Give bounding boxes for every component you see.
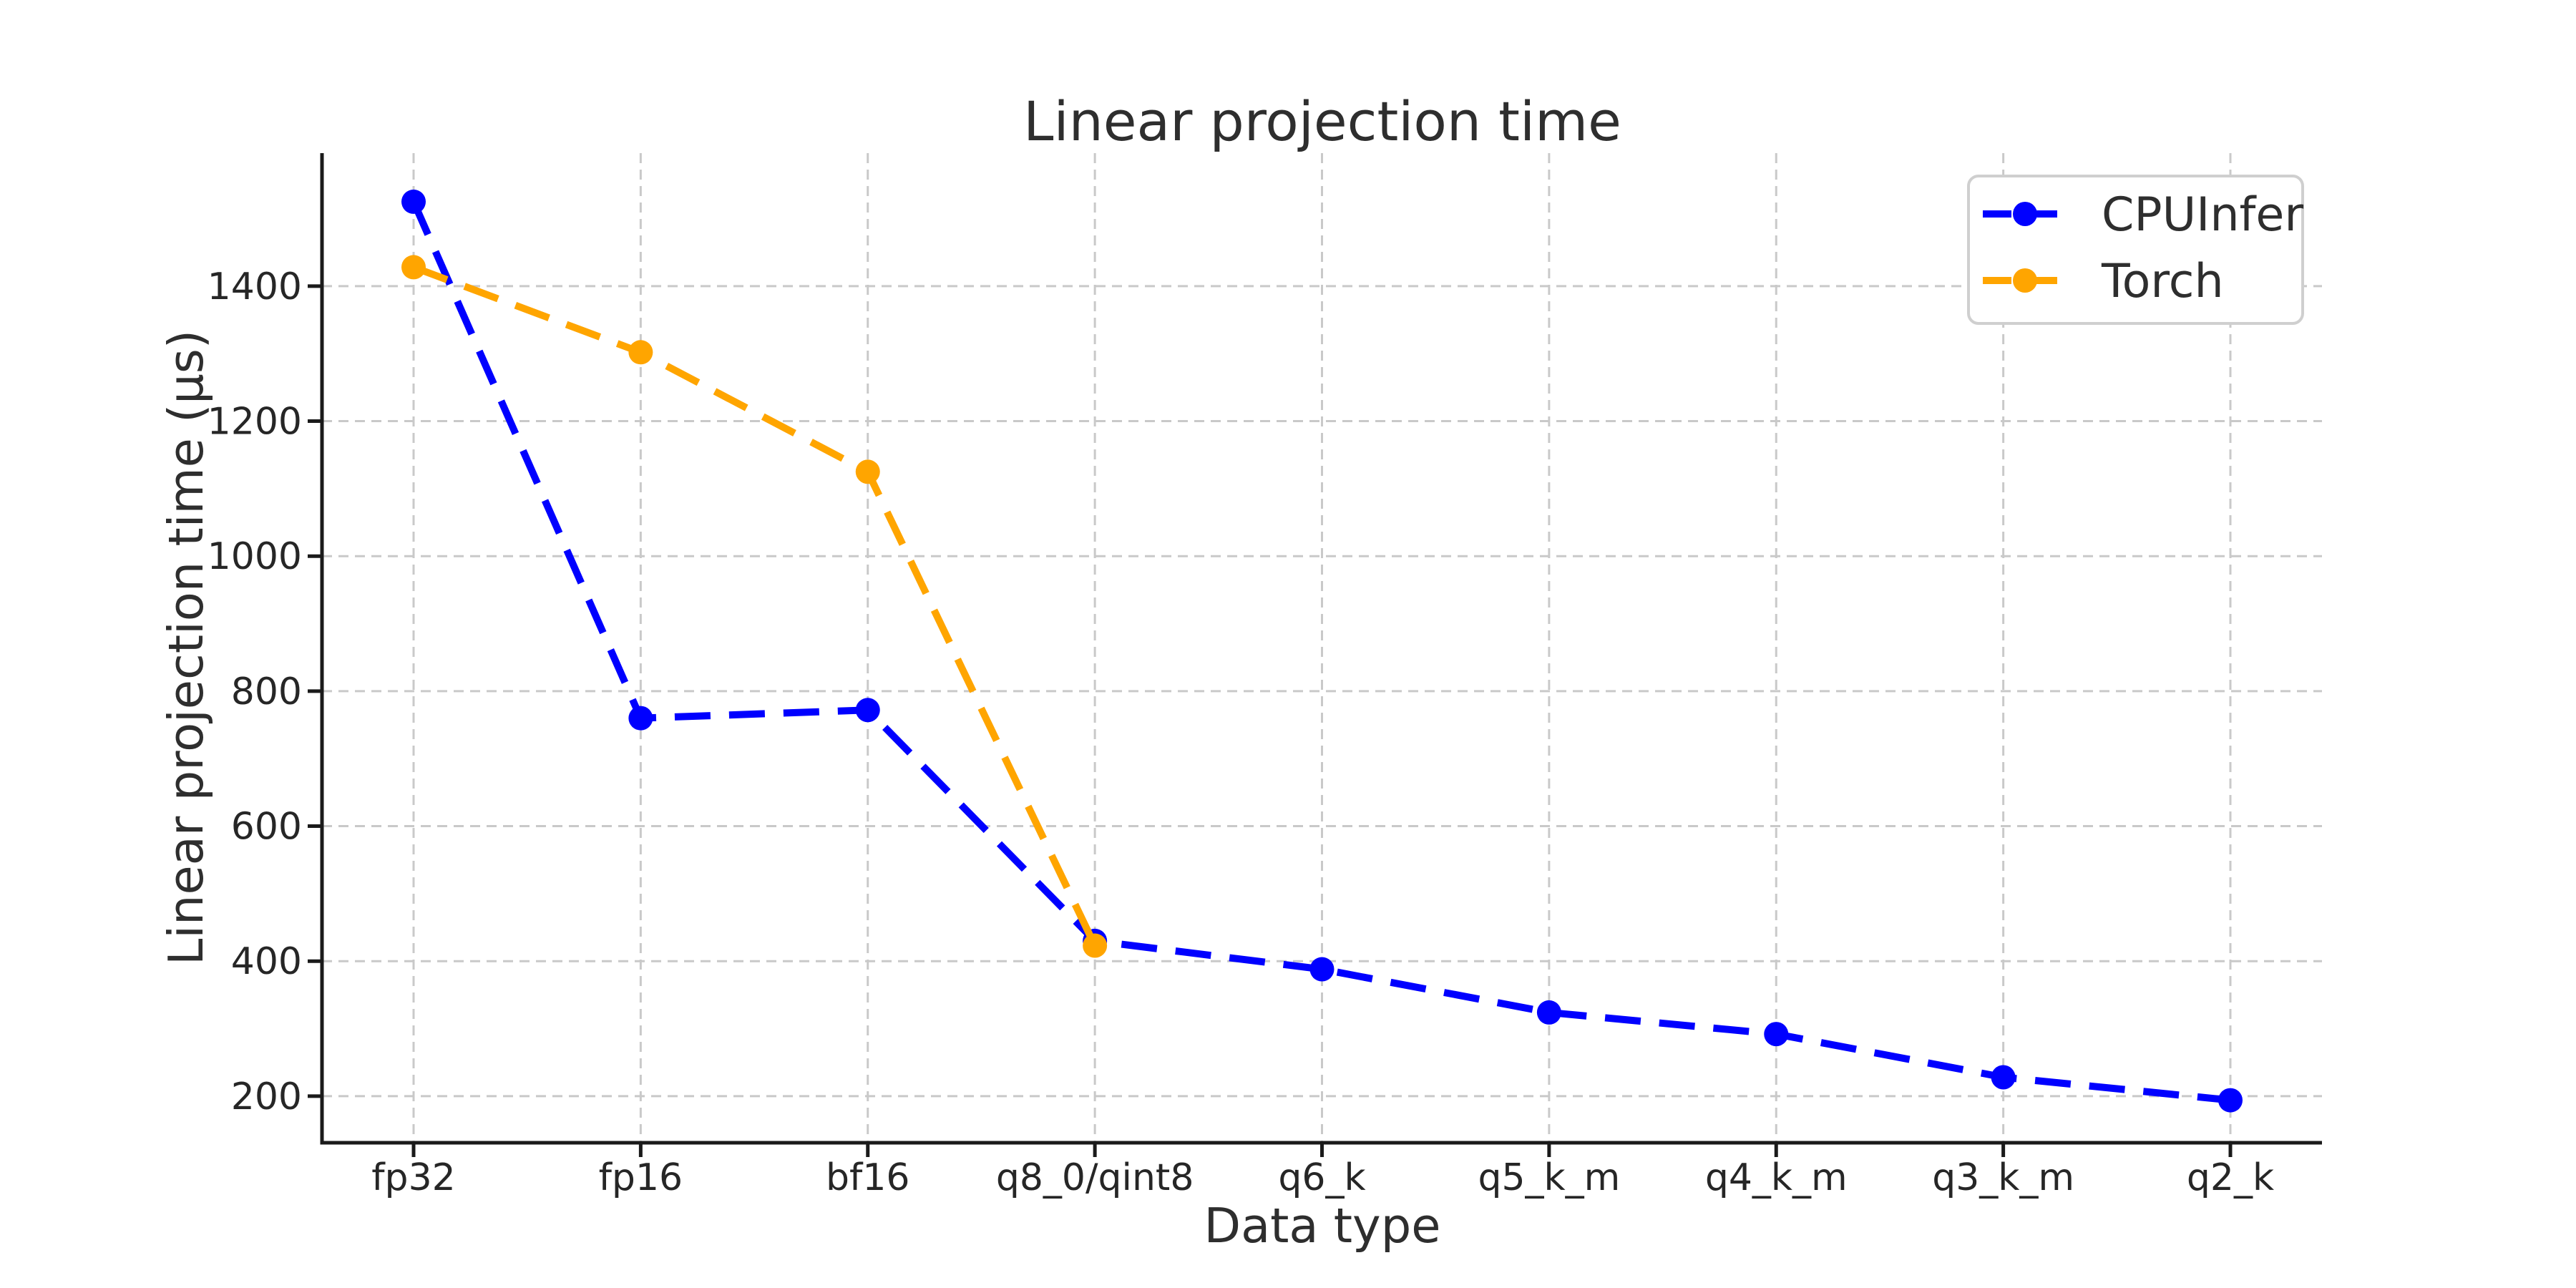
y-tick-label: 1000 (208, 535, 302, 578)
legend-marker-cpuinfer (2013, 202, 2037, 226)
y-tick-label: 1200 (208, 401, 302, 444)
legend-marker-torch (2013, 268, 2037, 293)
x-tick-label: q6_k (1278, 1156, 1365, 1199)
legend-entry-cpuinfer: CPUInfer (1983, 188, 2303, 242)
y-tick-label: 200 (231, 1075, 302, 1118)
data-point-torch (855, 459, 880, 484)
data-point-cpuinfer (2218, 1088, 2243, 1113)
y-tick-label: 600 (231, 806, 302, 849)
data-point-cpuinfer (401, 189, 426, 214)
y-tick-label: 800 (231, 670, 302, 713)
series-line-torch (412, 263, 1098, 947)
chart-title: Linear projection time (1023, 89, 1621, 153)
data-point-cpuinfer (1764, 1022, 1789, 1047)
data-point-cpuinfer (855, 698, 880, 723)
x-tick-label: q4_k_m (1705, 1156, 1848, 1199)
legend: CPUInfer Torch (1967, 175, 2304, 325)
data-point-cpuinfer (1309, 957, 1335, 982)
series-layer (401, 189, 2243, 1113)
x-tick-label: q5_k_m (1478, 1156, 1620, 1199)
y-tick-label: 1400 (208, 265, 302, 308)
y-axis-label: Linear projection time (µs) (158, 330, 214, 965)
legend-label-cpuinfer: CPUInfer (2102, 188, 2303, 242)
tick-layer: 200 400 600 800 1000 1200 1400 fp32 fp16 bf16 q8_0… (208, 265, 2274, 1199)
data-point-torch (628, 340, 653, 365)
data-point-torch (401, 255, 426, 280)
data-point-cpuinfer (1991, 1065, 2016, 1090)
data-point-cpuinfer (628, 706, 653, 731)
x-tick-label: q3_k_m (1932, 1156, 2074, 1199)
data-point-cpuinfer (1536, 1000, 1561, 1025)
x-tick-label: fp32 (371, 1156, 455, 1199)
x-tick-label: bf16 (826, 1156, 909, 1199)
x-tick-label: q8_0/qint8 (996, 1156, 1194, 1199)
y-tick-label: 400 (231, 940, 302, 983)
x-tick-label: fp16 (599, 1156, 683, 1199)
data-point-torch (1083, 933, 1108, 958)
x-axis-label: Data type (1204, 1198, 1441, 1254)
axis-spines (320, 153, 2322, 1145)
x-tick-label: q2_k (2187, 1156, 2274, 1199)
legend-entry-torch: Torch (1983, 255, 2224, 308)
legend-label-torch: Torch (2101, 255, 2224, 308)
